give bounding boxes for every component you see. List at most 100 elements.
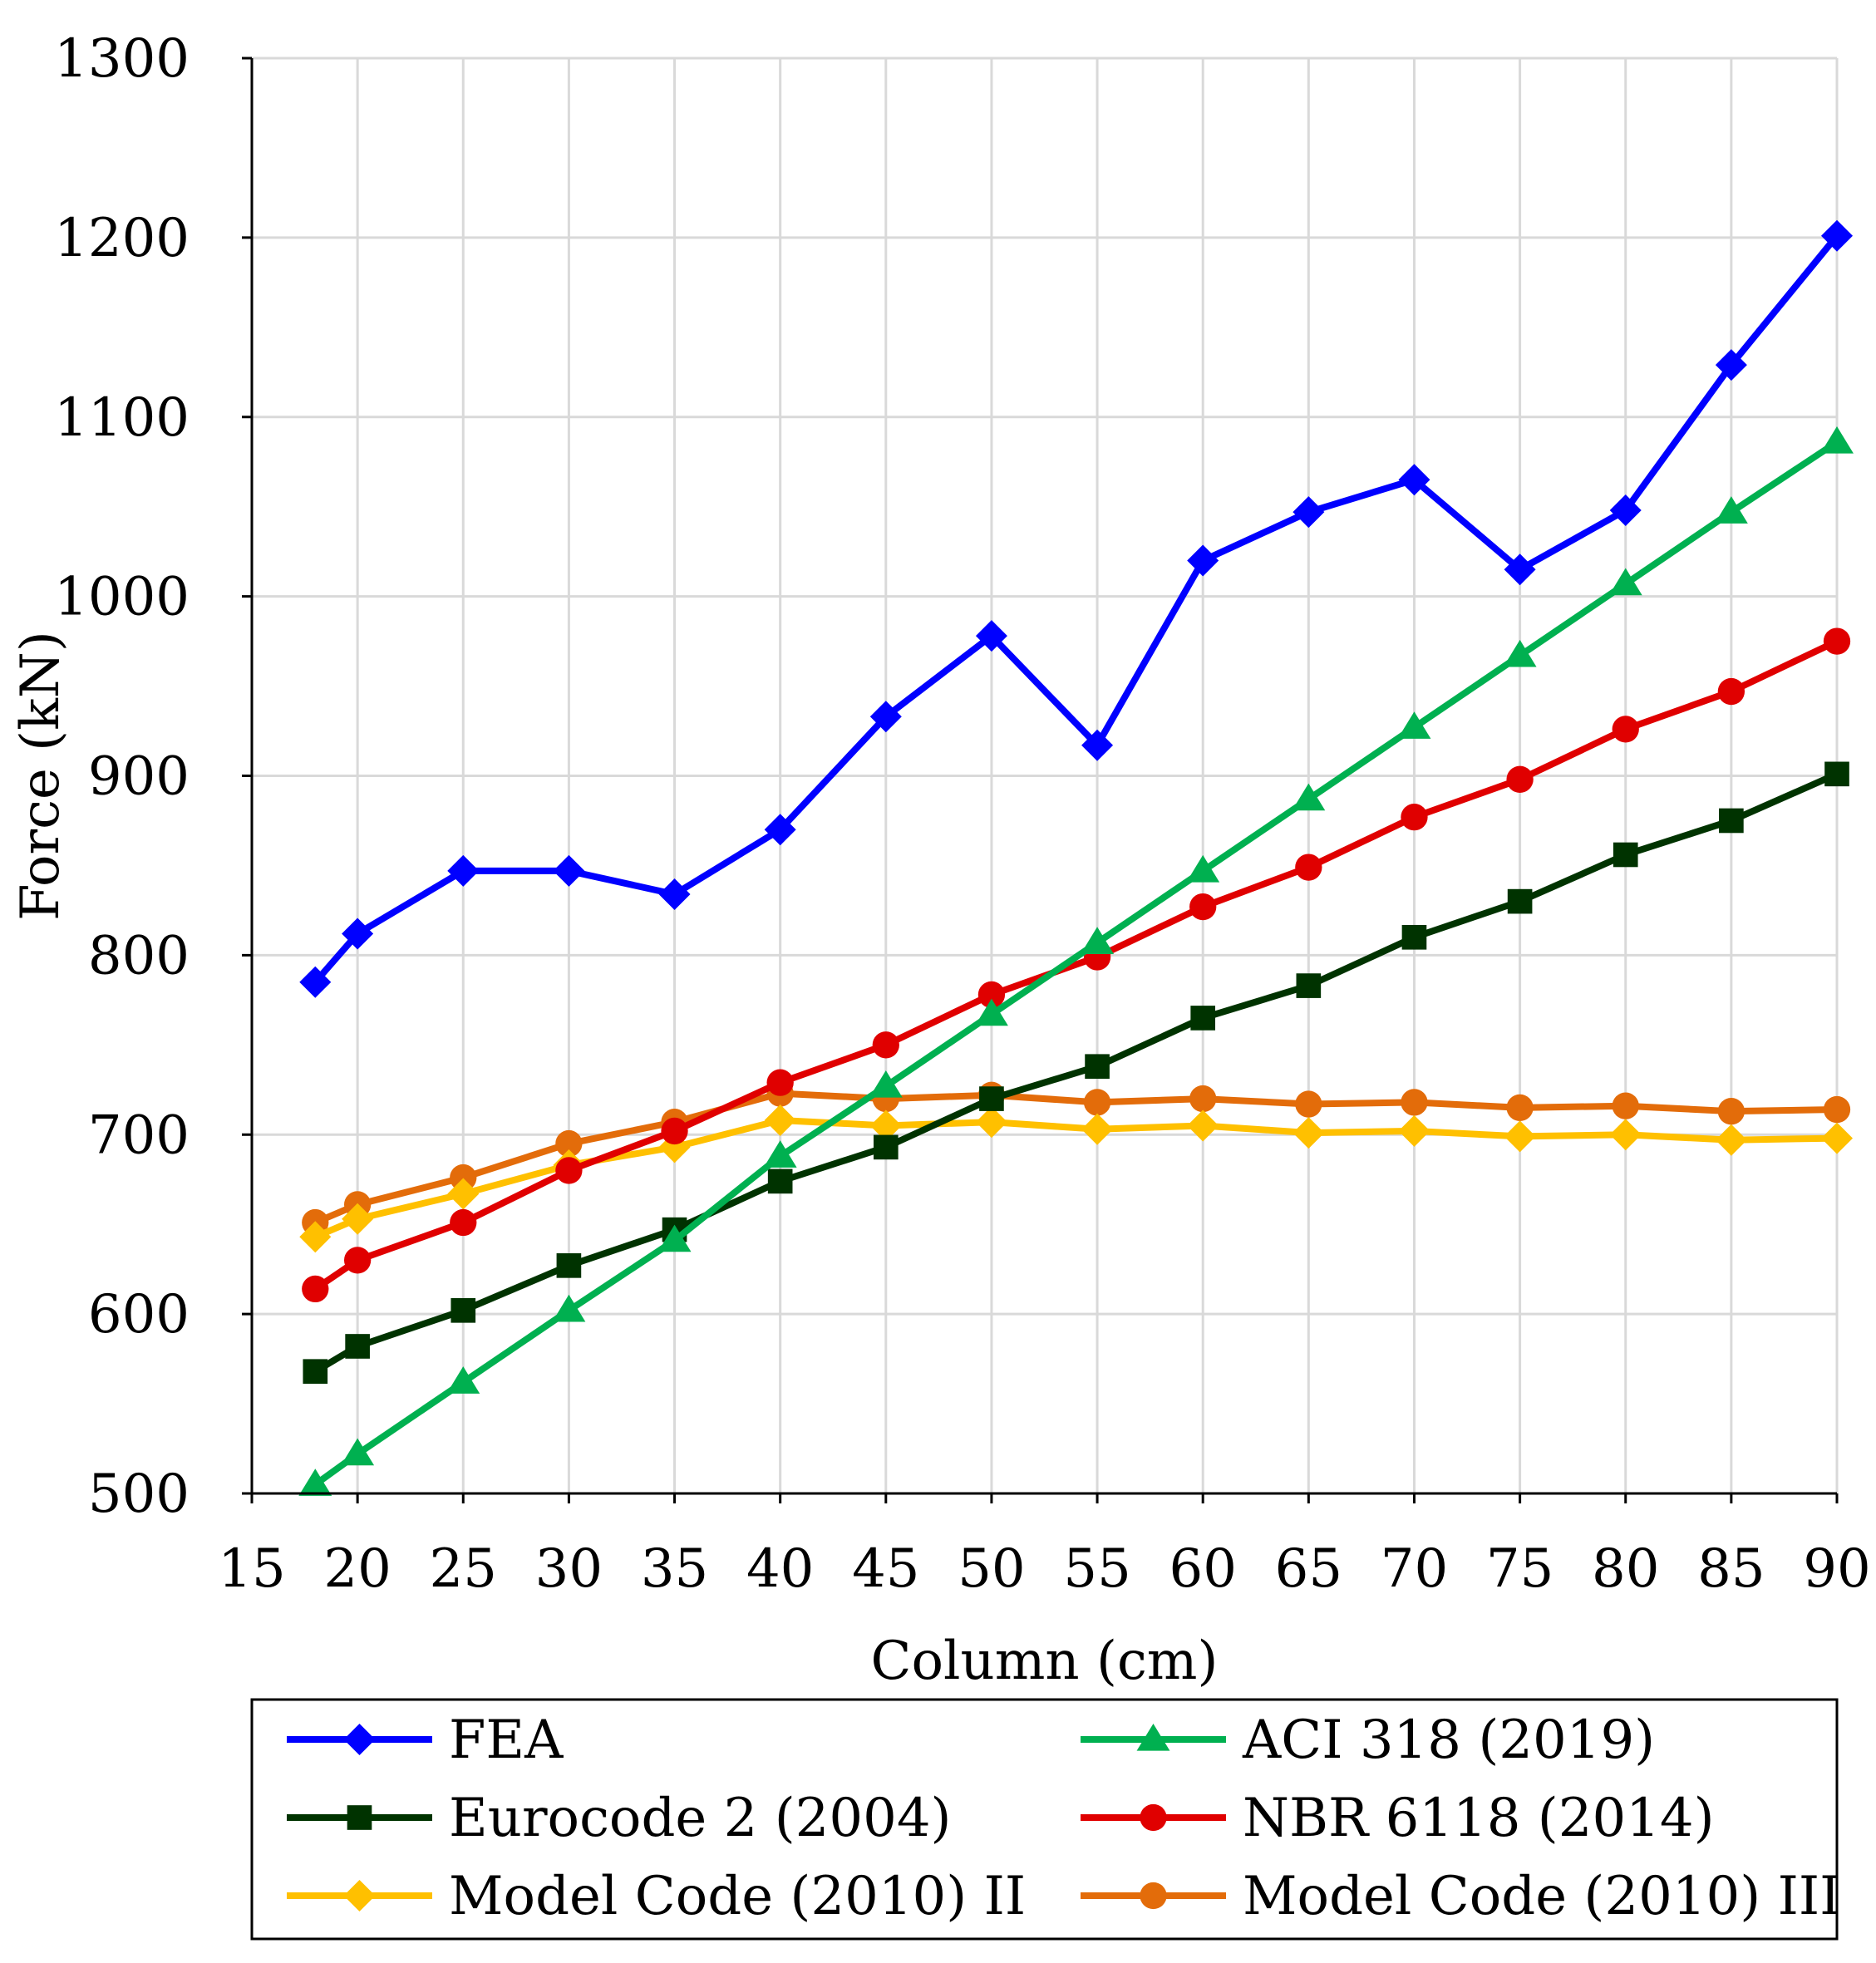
data-point	[1609, 494, 1642, 527]
data-point	[1504, 553, 1536, 586]
data-point	[1503, 639, 1537, 667]
x-tick-label: 15	[218, 1538, 285, 1600]
series-line	[313, 770, 1839, 1375]
data-point	[977, 981, 1006, 1009]
x-tick-label: 60	[1169, 1538, 1236, 1600]
data-point	[1081, 729, 1114, 761]
data-point	[1401, 924, 1427, 950]
x-tick-label: 25	[430, 1538, 497, 1600]
data-point	[1608, 568, 1642, 596]
y-axis-title: Force (kN)	[10, 631, 71, 921]
legend-label: Eurocode 2 (2004)	[449, 1788, 952, 1849]
legend-marker	[1136, 1724, 1170, 1751]
data-point	[303, 1359, 328, 1385]
series-fea	[299, 219, 1853, 998]
data-point	[869, 1109, 902, 1142]
x-tick-label: 55	[1063, 1538, 1130, 1600]
data-point	[873, 1134, 899, 1160]
data-point	[1820, 426, 1854, 454]
data-point	[1612, 716, 1639, 743]
y-tick-label: 900	[88, 746, 190, 808]
data-point	[298, 1469, 332, 1496]
legend-item: Model Code (2010) III	[1081, 1866, 1840, 1927]
x-tick-label: 40	[746, 1538, 814, 1600]
data-point	[1824, 761, 1849, 787]
legend-label: Model Code (2010) III	[1243, 1866, 1840, 1927]
data-point	[767, 1168, 793, 1194]
x-tick-label: 50	[958, 1538, 1025, 1600]
data-point	[1189, 1085, 1217, 1113]
data-point	[1295, 854, 1322, 881]
x-tick-label: 45	[852, 1538, 919, 1600]
legend-marker	[1140, 1803, 1167, 1832]
data-point	[552, 1294, 586, 1322]
x-tick-label: 85	[1697, 1538, 1765, 1600]
data-point	[764, 1104, 796, 1136]
legend-box	[250, 1698, 1839, 1941]
grid	[252, 57, 1839, 1493]
data-point	[1083, 1089, 1111, 1116]
legend-item: FEA	[287, 1710, 564, 1771]
data-point	[766, 1069, 794, 1096]
data-point	[975, 1106, 1007, 1139]
data-point	[1186, 854, 1220, 883]
data-point	[1401, 804, 1428, 831]
data-point	[974, 998, 1008, 1026]
data-point	[1296, 973, 1322, 998]
data-point	[1714, 496, 1748, 524]
series-line	[313, 234, 1840, 985]
data-point	[1295, 1090, 1322, 1118]
y-tick-label: 1200	[54, 208, 190, 269]
data-point	[555, 1129, 583, 1158]
y-tick-label: 800	[88, 925, 190, 986]
legend-item: Model Code (2010) II	[287, 1866, 1026, 1927]
series-aci-318-2019	[298, 426, 1854, 1496]
data-point	[1081, 1113, 1114, 1145]
x-tick-label: 65	[1275, 1538, 1342, 1600]
data-point	[1823, 627, 1851, 655]
data-point	[1190, 1006, 1216, 1031]
series-layer	[298, 219, 1854, 1496]
series-line	[313, 1090, 1838, 1226]
series-nbr-6118-2014	[302, 627, 1851, 1303]
data-point	[1719, 808, 1744, 834]
series-line	[313, 1116, 1838, 1240]
data-point	[447, 1178, 480, 1210]
data-point	[869, 701, 902, 733]
y-tick-label: 500	[88, 1464, 190, 1525]
x-tick-label: 70	[1381, 1538, 1448, 1600]
data-point	[764, 814, 796, 846]
data-point	[451, 1297, 476, 1323]
data-point	[299, 1221, 332, 1253]
data-point	[450, 1164, 477, 1192]
legend-item: NBR 6118 (2014)	[1081, 1788, 1715, 1849]
data-point	[1292, 783, 1326, 811]
axes	[242, 57, 1839, 1503]
series-line	[313, 439, 1839, 1488]
data-point	[1821, 1122, 1853, 1154]
y-tick-label: 700	[88, 1104, 190, 1166]
data-point	[1293, 1117, 1325, 1149]
data-point	[1398, 1114, 1430, 1147]
data-point	[975, 620, 1007, 652]
data-point	[1823, 1095, 1851, 1124]
x-tick-label: 30	[535, 1538, 603, 1600]
data-point	[553, 854, 585, 887]
data-point	[657, 1224, 692, 1252]
data-point	[555, 1157, 583, 1184]
data-point	[1504, 1120, 1536, 1153]
data-point	[447, 854, 480, 887]
data-point	[869, 1070, 903, 1098]
data-point	[979, 1086, 1004, 1111]
data-point	[556, 1253, 582, 1278]
data-point	[1187, 1109, 1219, 1142]
legend-label: Model Code (2010) II	[449, 1866, 1026, 1927]
legend-label: FEA	[449, 1710, 564, 1771]
data-point	[345, 1334, 370, 1359]
y-tick-label: 600	[88, 1284, 190, 1346]
legend-label: NBR 6118 (2014)	[1243, 1788, 1715, 1849]
data-point	[341, 1438, 375, 1466]
x-tick-label: 75	[1486, 1538, 1553, 1600]
data-point	[450, 1208, 477, 1237]
